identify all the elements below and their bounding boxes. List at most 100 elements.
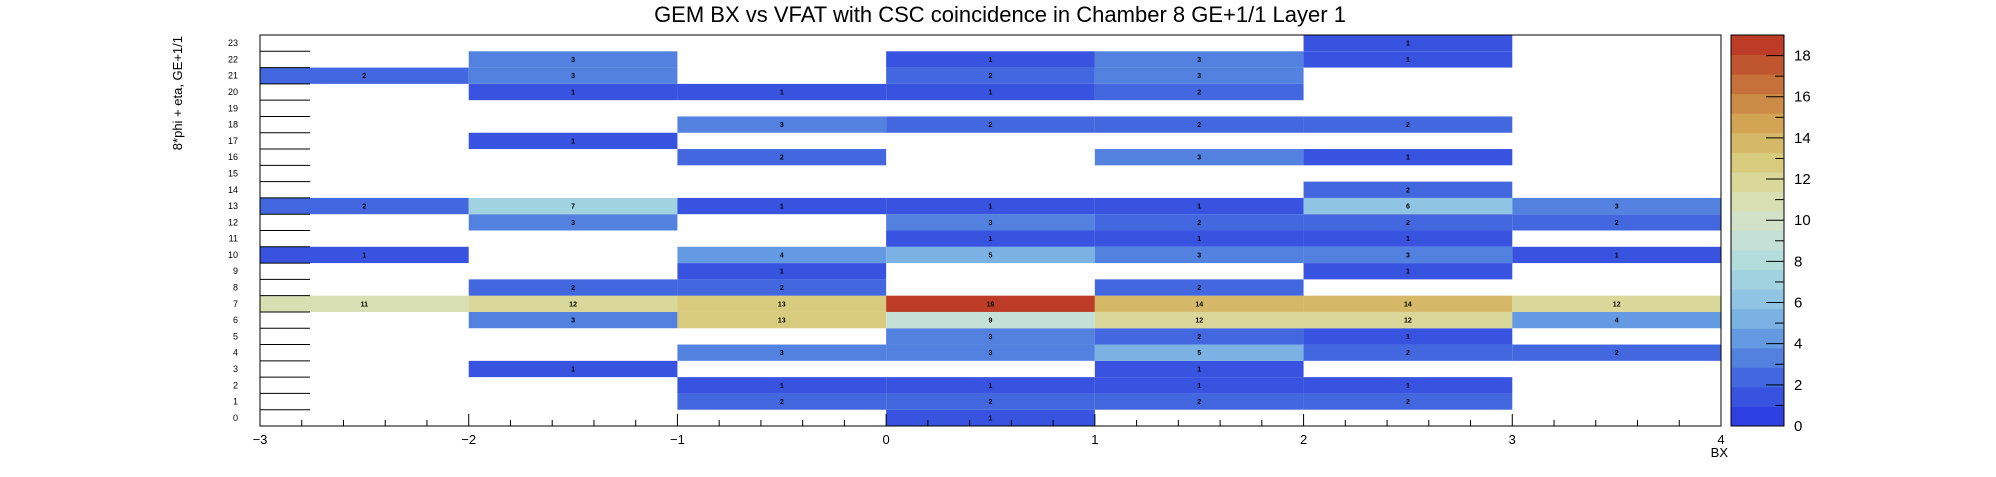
y-tick-label: 14	[228, 185, 238, 195]
cell-value-label: 13	[778, 301, 786, 308]
x-tick-label: −3	[253, 432, 268, 447]
cell-value-label: 1	[780, 90, 784, 97]
heatmap-cell	[886, 246, 1095, 264]
colorbar-tick-label: 18	[1794, 48, 1811, 65]
cell-value-label: 1	[571, 138, 575, 145]
colorbar-tick-label: 16	[1794, 89, 1811, 106]
x-tick-label: 4	[1717, 432, 1724, 447]
heatmap-cell	[886, 311, 1095, 329]
heatmap-cell	[886, 51, 1095, 68]
heatmap-cell	[677, 279, 887, 296]
x-tick-label: −1	[670, 432, 685, 447]
heatmap-cell	[1094, 197, 1304, 215]
colorbar-band	[1731, 347, 1784, 368]
colorbar-band	[1731, 269, 1784, 290]
heatmap-cell	[1303, 214, 1513, 231]
x-tick-label: 3	[1509, 432, 1516, 447]
y-tick-label: 9	[233, 266, 238, 276]
cell-value-label: 1	[1406, 334, 1410, 341]
cell-value-label: 5	[989, 252, 993, 259]
chart-title: GEM BX vs VFAT with CSC coincidence in C…	[654, 2, 1346, 27]
cell-value-label: 1	[1615, 252, 1619, 259]
colorbar-band	[1731, 230, 1784, 251]
cell-value-label: 2	[1406, 122, 1410, 129]
cell-value-label: 3	[571, 318, 575, 325]
x-axis-title: BX	[1711, 445, 1729, 460]
heatmap-cell	[1094, 230, 1304, 247]
cell-value-label: 1	[1406, 41, 1410, 48]
cell-value-label: 2	[1197, 90, 1201, 97]
cell-value-label: 3	[780, 350, 784, 357]
colorbar-frame	[1730, 34, 1785, 427]
cell-value-label: 2	[989, 122, 993, 129]
cell-value-label: 2	[1406, 350, 1410, 357]
cell-value-label: 1	[1197, 236, 1201, 243]
heatmap-cell	[1094, 311, 1304, 329]
cell-value-label: 1	[1197, 383, 1201, 390]
cell-value-label: 11	[361, 301, 369, 308]
cell-value-label: 3	[989, 334, 993, 341]
cell-value-label: 13	[778, 318, 786, 325]
cell-value-label: 2	[1406, 220, 1410, 227]
heatmap-cell	[886, 295, 1095, 312]
y-tick-label: 13	[228, 201, 238, 211]
y-tick-label: 19	[228, 103, 238, 113]
cell-value-label: 1	[1197, 366, 1201, 373]
heatmap-cell-labels: 12 2 2 21 1 1 11 13 3 5 2 23 2 13 13 9 12 12 411 12 13 19 14 14…	[361, 41, 1621, 423]
cell-value-label: 3	[1197, 252, 1201, 259]
cell-value-label: 2	[362, 204, 366, 211]
cell-value-label: 3	[780, 122, 784, 129]
colorbar-band	[1731, 250, 1784, 271]
heatmap-cell	[1094, 246, 1304, 264]
heatmap-cell	[260, 67, 469, 84]
heatmap-cell	[1094, 344, 1304, 361]
y-tick-label: 6	[233, 315, 238, 325]
cell-value-label: 2	[571, 285, 575, 292]
cell-value-label: 1	[1406, 383, 1410, 390]
heatmap-cell	[1303, 328, 1513, 345]
cell-value-label: 19	[987, 301, 995, 308]
heatmap-cell	[468, 279, 678, 296]
colorbar-band	[1731, 132, 1784, 153]
heatmap-cell	[468, 83, 678, 101]
cell-value-label: 12	[1195, 318, 1203, 325]
cell-value-label: 1	[989, 383, 993, 390]
colorbar-band	[1731, 54, 1784, 75]
y-tick-label: 18	[228, 120, 238, 130]
cell-value-label: 1	[1406, 236, 1410, 243]
colorbar-band	[1731, 74, 1784, 95]
heatmap-cell	[1094, 377, 1304, 394]
y-tick-label: 12	[228, 217, 238, 227]
colorbar-tick-label: 12	[1794, 171, 1811, 188]
heatmap-cell	[1303, 116, 1513, 133]
cell-value-label: 2	[1197, 220, 1201, 227]
heatmap-cell	[886, 328, 1095, 345]
colorbar-band	[1731, 35, 1784, 56]
heatmap-cell	[677, 149, 887, 166]
heatmap-cell	[1303, 230, 1513, 247]
heatmap-cell	[1303, 149, 1513, 166]
cell-value-label: 3	[1197, 73, 1201, 80]
cell-value-label: 2	[989, 399, 993, 406]
heatmap-cell	[468, 67, 678, 84]
colorbar-band	[1731, 367, 1784, 388]
y-tick-label: 5	[233, 331, 238, 341]
colorbar-tick-label: 6	[1794, 295, 1802, 312]
heatmap-cell	[1303, 295, 1513, 312]
x-tick-label: 1	[1091, 432, 1098, 447]
heatmap-cell	[468, 295, 678, 312]
heatmap-cell	[1512, 311, 1721, 329]
cell-value-label: 2	[362, 73, 366, 80]
heatmap-cell	[1094, 116, 1304, 133]
colorbar-band	[1731, 328, 1784, 349]
cell-value-label: 9	[989, 318, 993, 325]
cell-value-label: 4	[1615, 318, 1619, 325]
y-tick-label: 1	[233, 397, 238, 407]
heatmap-cell	[1094, 214, 1304, 231]
cell-value-label: 5	[1197, 350, 1201, 357]
y-tick-label: 10	[228, 250, 238, 260]
heatmap-cell	[677, 116, 887, 133]
colorbar-band	[1731, 386, 1784, 407]
